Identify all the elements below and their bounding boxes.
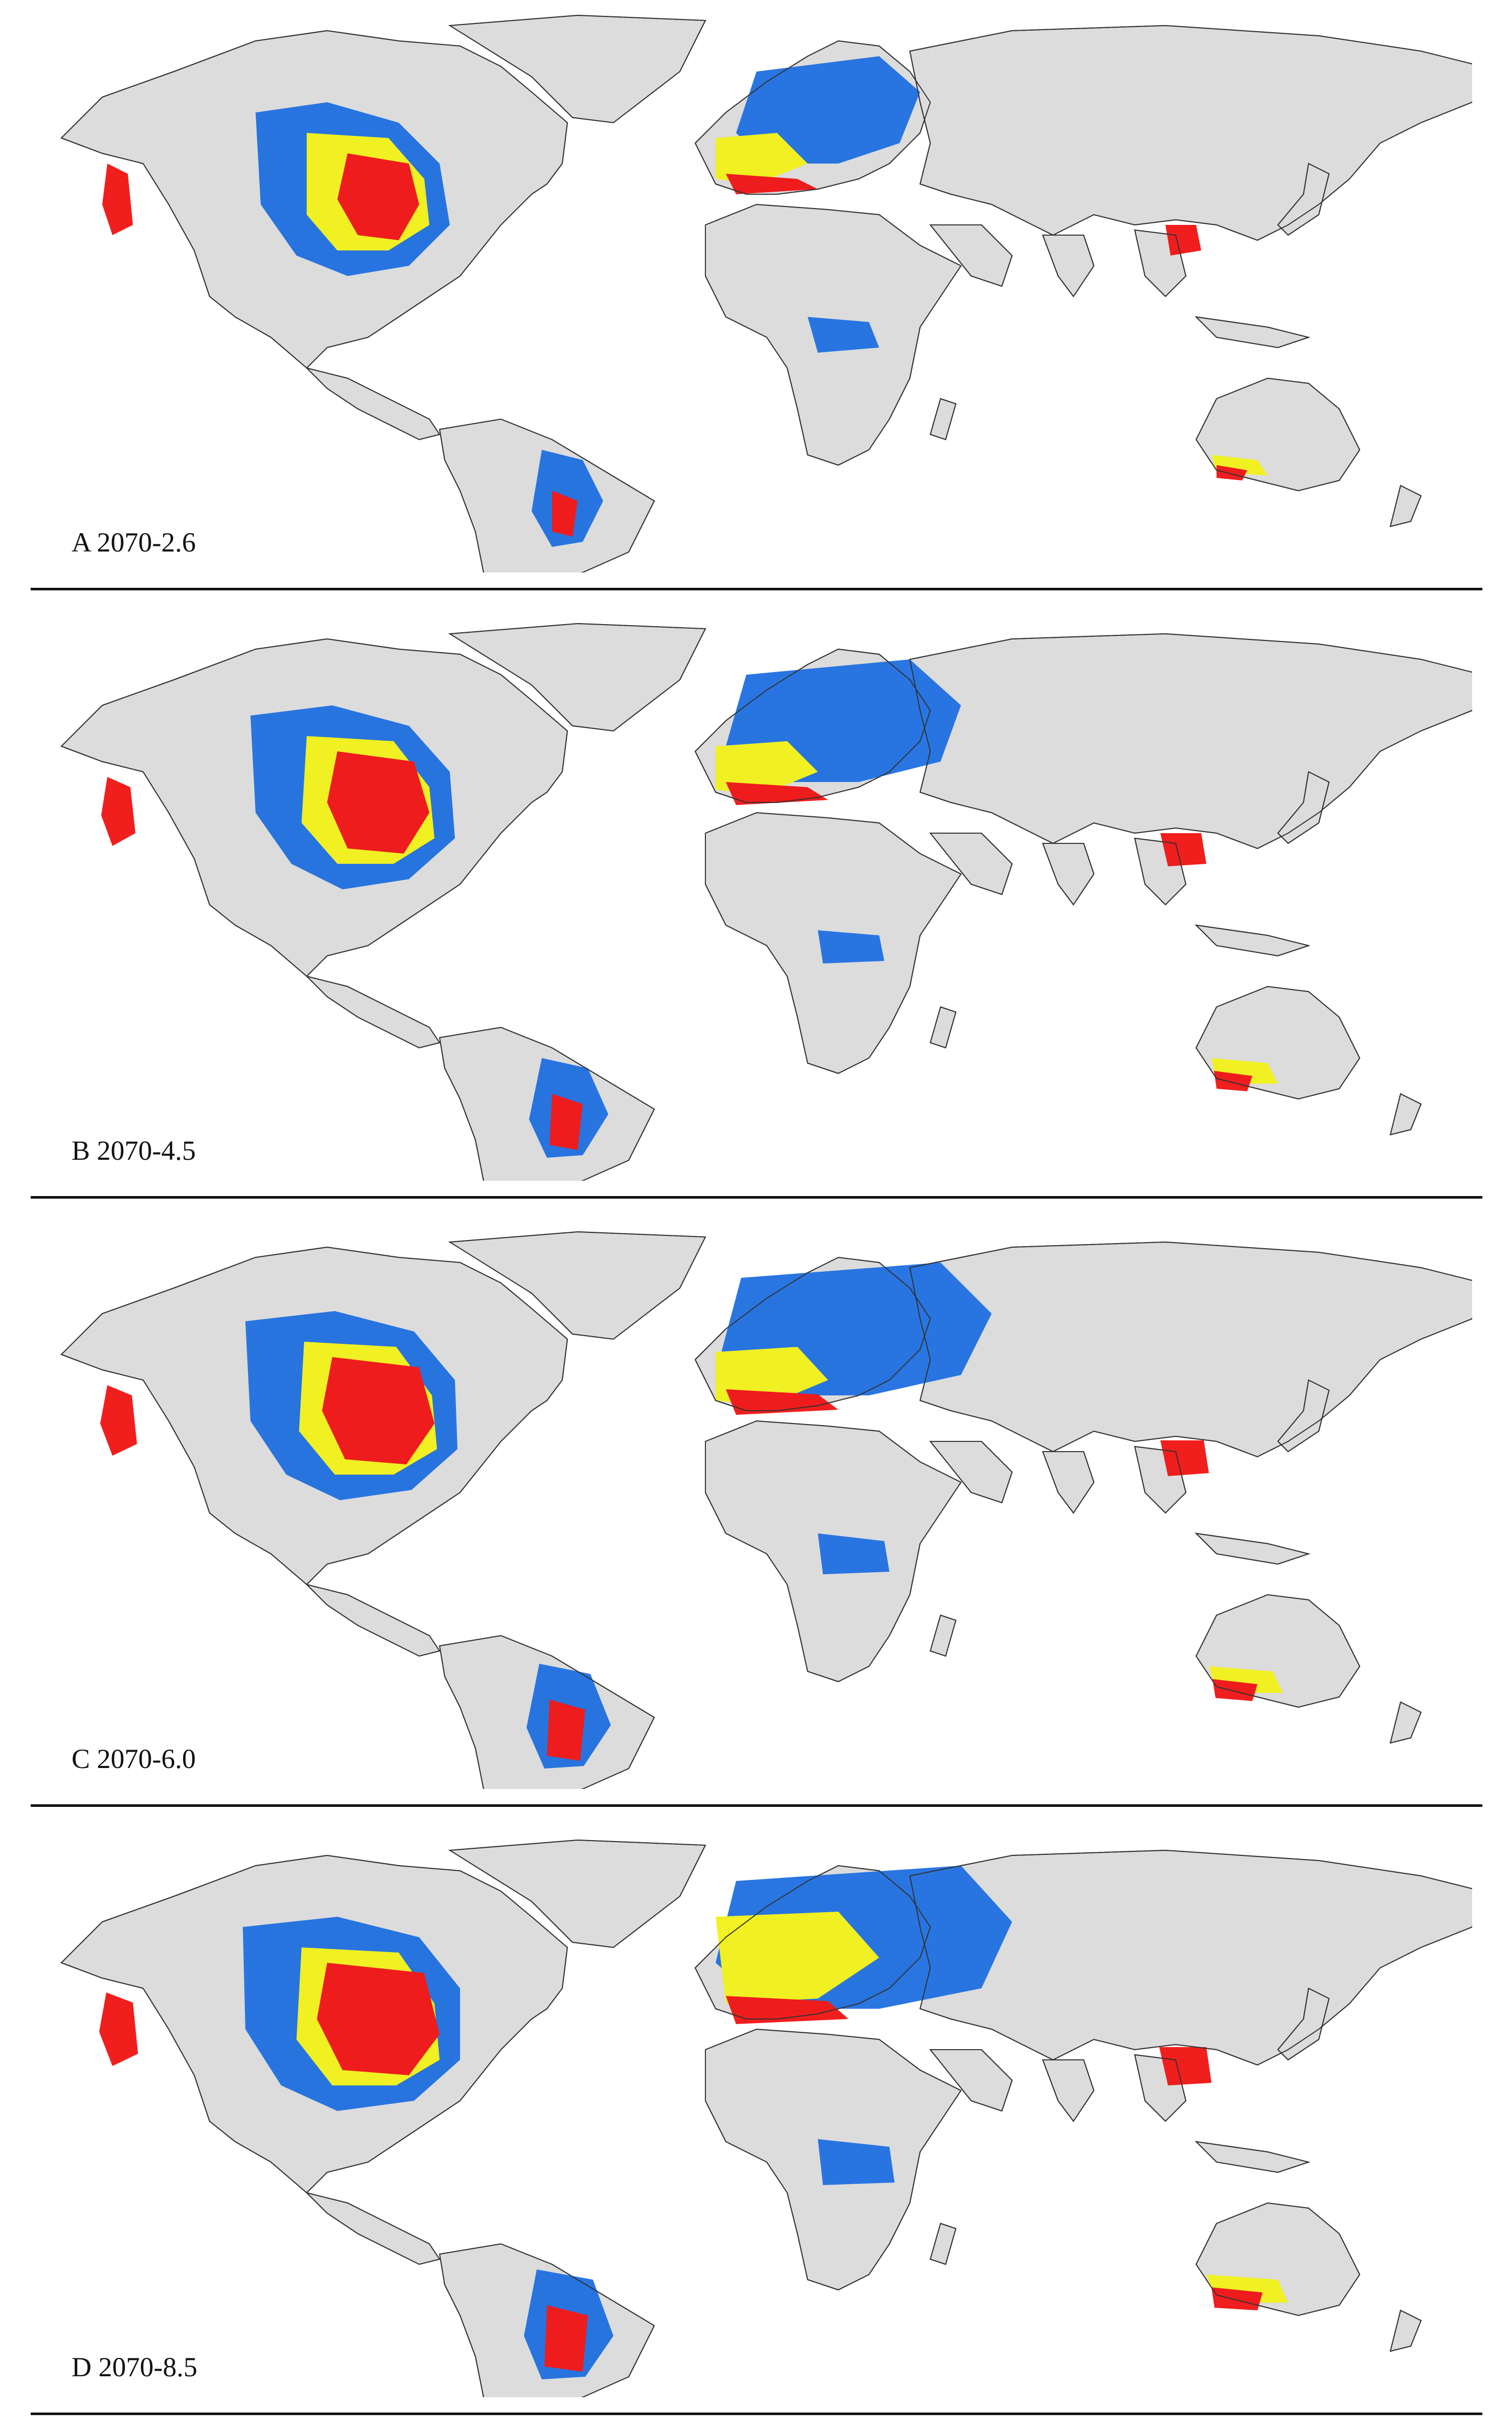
panel-divider <box>31 2413 1482 2415</box>
map-panel-d: D 2070-8.5 <box>0 1825 1512 2433</box>
world-map-d <box>61 1840 1472 2397</box>
map-panel-c: C 2070-6.0 <box>0 1216 1512 1825</box>
world-map-b <box>61 623 1472 1181</box>
panel-label: D 2070-8.5 <box>72 2352 197 2382</box>
panel-label: C 2070-6.0 <box>72 1743 196 1774</box>
world-map-a <box>61 15 1472 572</box>
panel-divider <box>31 588 1482 590</box>
panel-label: B 2070-4.5 <box>72 1135 196 1166</box>
panel-divider <box>31 1196 1482 1199</box>
panel-divider <box>31 1804 1482 1807</box>
map-panel-a: A 2070-2.6 <box>0 0 1512 608</box>
panel-label: A 2070-2.6 <box>72 527 196 558</box>
world-map-c <box>61 1231 1472 1789</box>
map-panel-b: B 2070-4.5 <box>0 608 1512 1216</box>
